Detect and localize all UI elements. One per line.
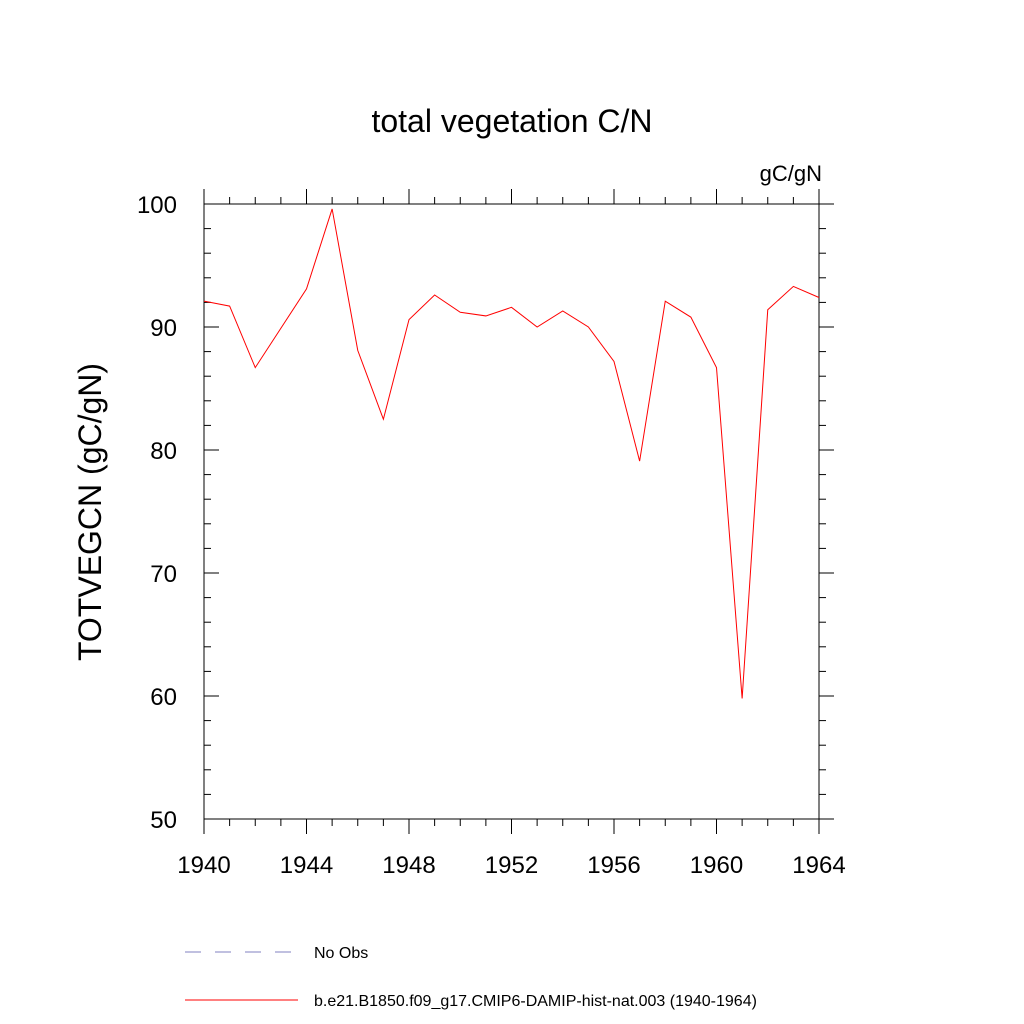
tick-labels: 1940 1944 1948 1952 1956 1960 1964 50 60 70 80 90 10… bbox=[137, 192, 846, 879]
axis-ticks bbox=[203, 189, 834, 834]
x-tick-label: 1948 bbox=[382, 852, 435, 879]
x-tick-label: 1944 bbox=[280, 852, 333, 879]
legend: No Obs b.e21.B1850.f09_g17.CMIP6-DAMIP-hi… bbox=[185, 945, 757, 1010]
y-tick-label: 90 bbox=[150, 315, 177, 342]
x-tick-label: 1952 bbox=[485, 852, 538, 879]
series-group bbox=[203, 208, 820, 699]
y-tick-label: 60 bbox=[150, 684, 177, 711]
units-label: gC/gN bbox=[760, 161, 822, 186]
plot-frame bbox=[203, 203, 820, 820]
y-tick-label: 50 bbox=[150, 807, 177, 834]
legend-entry-label: No Obs bbox=[314, 945, 368, 962]
x-tick-label: 1956 bbox=[587, 852, 640, 879]
y-tick-label: 100 bbox=[137, 192, 177, 219]
y-axis-label: TOTVEGCN (gC/gN) bbox=[72, 363, 108, 661]
y-tick-label: 80 bbox=[150, 438, 177, 465]
chart-title: total vegetation C/N bbox=[371, 103, 652, 139]
x-tick-label: 1964 bbox=[792, 852, 845, 879]
series-line bbox=[203, 208, 820, 699]
legend-entry-label: b.e21.B1850.f09_g17.CMIP6-DAMIP-hist-nat… bbox=[314, 993, 757, 1010]
x-tick-label: 1940 bbox=[177, 852, 230, 879]
y-tick-label: 70 bbox=[150, 561, 177, 588]
x-tick-label: 1960 bbox=[690, 852, 743, 879]
